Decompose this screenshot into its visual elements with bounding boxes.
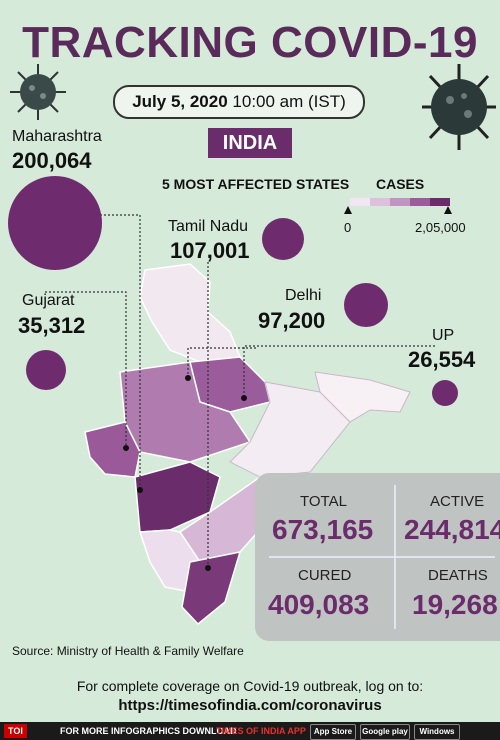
stats-dividers — [269, 485, 495, 629]
stat-label-deaths: DEATHS — [428, 567, 488, 584]
legend-swatch — [410, 198, 430, 206]
stat-value-cured: 409,083 — [268, 589, 370, 620]
page-title: TRACKING COVID-19 — [22, 18, 478, 67]
virus-icon-right — [422, 64, 496, 150]
section-title: 5 MOST AFFECTED STATES — [162, 176, 350, 192]
bubble-tamilnadu — [262, 218, 304, 260]
bottom-bar: TOI FOR MORE INFOGRAPHICS DOWNLOAD TIMES… — [0, 722, 500, 740]
map-region-northeast — [314, 371, 411, 423]
state-name-up: UP — [432, 327, 455, 344]
bottombar-app-name: TIMES OF INDIA APP — [216, 726, 306, 736]
legend-swatch — [370, 198, 390, 206]
bubble-gujarat — [26, 350, 66, 390]
stat-value-deaths: 19,268 — [412, 589, 498, 620]
legend-swatch — [430, 198, 450, 206]
virus-icon-left — [10, 64, 66, 120]
india-map — [84, 263, 411, 626]
stat-value-total: 673,165 — [272, 514, 374, 545]
bubble-up — [432, 380, 458, 406]
google-play-badge[interactable]: Google play — [360, 724, 410, 740]
legend-swatch — [350, 198, 370, 206]
legend-label: CASES — [376, 176, 425, 192]
state-value-up: 26,554 — [408, 347, 476, 372]
date-text: July 5, 2020 — [132, 92, 228, 111]
windows-badge[interactable]: Windows — [414, 724, 460, 740]
toi-logo: TOI — [4, 724, 27, 738]
source-note: Source: Ministry of Health & Family Welf… — [12, 644, 244, 658]
legend-max: 2,05,000 — [415, 220, 466, 235]
state-value-maharashtra: 200,064 — [12, 148, 92, 173]
state-name-delhi: Delhi — [285, 287, 322, 304]
bottombar-text: FOR MORE INFOGRAPHICS DOWNLOAD — [60, 726, 237, 736]
state-value-tamilnadu: 107,001 — [170, 238, 250, 263]
map-region-tamilnadu — [181, 551, 242, 626]
legend-pointers — [344, 206, 452, 214]
state-name-tamilnadu: Tamil Nadu — [168, 218, 249, 235]
date-pill: July 5, 2020 10:00 am (IST) — [113, 85, 365, 119]
bubble-delhi — [344, 283, 388, 327]
bubble-maharashtra — [8, 176, 102, 270]
stat-label-active: ACTIVE — [430, 493, 485, 510]
state-value-gujarat: 35,312 — [18, 313, 86, 338]
state-name-maharashtra: Maharashtra — [12, 128, 102, 145]
state-name-gujarat: Gujarat — [22, 292, 75, 309]
country-badge: INDIA — [208, 128, 292, 158]
footer-text: For complete coverage on Covid-19 outbre… — [76, 678, 424, 694]
state-value-delhi: 97,200 — [258, 308, 326, 333]
legend-swatch — [390, 198, 410, 206]
legend-min: 0 — [344, 220, 352, 235]
stat-value-active: 244,814 — [404, 514, 500, 545]
stat-label-cured: CURED — [298, 567, 352, 584]
footer-link[interactable]: https://timesofindia.com/coronavirus — [118, 697, 382, 714]
time-text: 10:00 am (IST) — [232, 92, 346, 111]
legend-color-scale — [350, 198, 450, 206]
stat-label-total: TOTAL — [300, 493, 347, 510]
app-store-badge[interactable]: App Store — [310, 724, 356, 740]
